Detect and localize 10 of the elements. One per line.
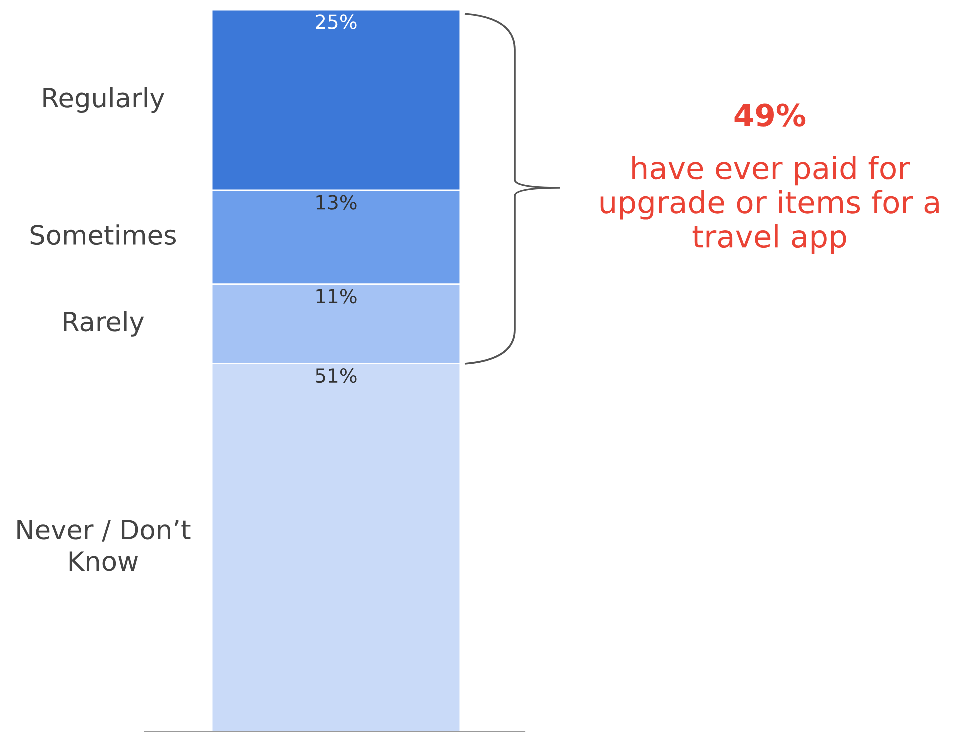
series-label: Regularly [44, 87, 164, 114]
series-label: Sometimes [30, 224, 176, 246]
text: have ever paid for upgrade or items for a travel app [600, 156, 939, 254]
data-label: 11% [316, 289, 357, 304]
series-label: Never / Don’t Know [18, 520, 191, 572]
data-label: 25% [316, 14, 357, 30]
data-label: 13% [316, 195, 357, 210]
text: Rarely [64, 311, 144, 337]
text: 49% [734, 104, 806, 127]
data-label: 51% [316, 368, 357, 384]
